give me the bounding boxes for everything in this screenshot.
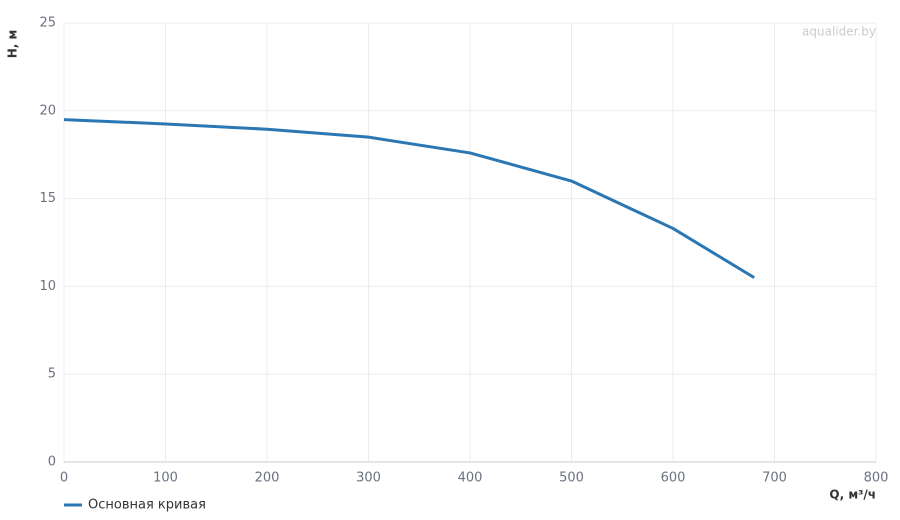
x-tick-label: 600 (661, 471, 686, 486)
y-tick-label: 10 (39, 279, 56, 294)
line (63, 118, 755, 279)
x-tick-label: 200 (255, 471, 280, 486)
y-tick-label: 25 (39, 16, 56, 31)
x-tick-label: 500 (559, 471, 584, 486)
y-axis-label: H, м (6, 30, 20, 59)
y-tick-label: 0 (48, 455, 56, 470)
y-tick-label: 20 (39, 103, 56, 118)
y-tick-label: 15 (39, 191, 56, 206)
x-axis-label: Q, м³/ч (829, 488, 876, 502)
x-tick-label: 800 (864, 471, 889, 486)
x-tick-label: 400 (458, 471, 483, 486)
x-tick-label: 300 (356, 471, 381, 486)
x-tick-label: 0 (60, 471, 68, 486)
y-tick-label: 5 (48, 367, 56, 382)
x-tick-label: 700 (762, 471, 787, 486)
x-tick-label: 100 (153, 471, 178, 486)
watermark: aqualider.by (802, 25, 876, 39)
legend-label: Основная кривая (88, 498, 206, 513)
